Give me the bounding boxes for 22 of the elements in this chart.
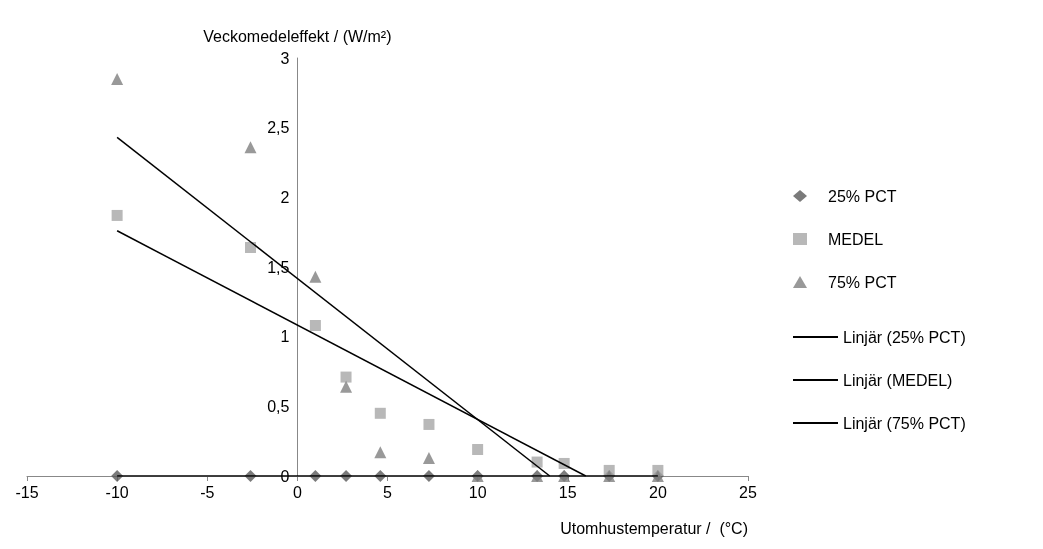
legend-label: Linjär (75% PCT): [843, 414, 966, 432]
x-tick-label: 10: [468, 483, 487, 501]
y-axis-title: Veckomedeleffekt / (W/m²): [203, 27, 392, 45]
y-tick-label: 2,5: [267, 119, 290, 137]
legend-label: MEDEL: [828, 230, 884, 248]
x-tick-label: 15: [558, 483, 577, 501]
y-tick-label: 2: [280, 188, 290, 206]
x-tick-label: -10: [105, 483, 129, 501]
x-tick-label: 0: [292, 483, 302, 501]
x-tick-label: -15: [15, 483, 39, 501]
x-tick-label: 5: [383, 483, 393, 501]
x-axis-title: Utomhustemperatur / (°C): [560, 519, 748, 537]
x-tick-label: 25: [739, 483, 757, 501]
legend-label: Linjär (MEDEL): [843, 371, 953, 389]
y-tick-label: 1: [280, 328, 290, 346]
x-tick-label: 20: [648, 483, 667, 501]
legend-label: 25% PCT: [828, 187, 897, 205]
y-tick-label: 3: [280, 49, 290, 67]
legend-label: Linjär (25% PCT): [843, 328, 966, 346]
legend-label: 75% PCT: [828, 273, 897, 291]
y-tick-label: 0,5: [267, 397, 290, 415]
x-tick-label: -5: [200, 483, 215, 501]
